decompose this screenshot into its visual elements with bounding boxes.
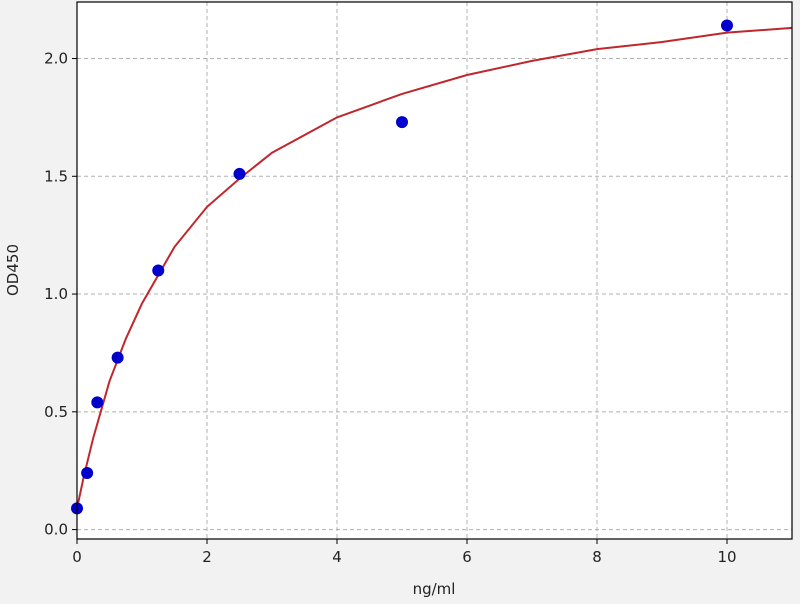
y-tick-label: 1.0 [44, 285, 68, 303]
x-tick-label: 10 [717, 548, 736, 566]
y-axis-ticks: 0.0 0.5 1.0 1.5 2.0 [44, 50, 77, 539]
x-axis-ticks: 0 2 4 6 8 10 [72, 539, 737, 566]
data-point [91, 396, 104, 409]
fit-curve-line [76, 26, 793, 509]
y-tick-label: 0.0 [44, 521, 68, 539]
data-point [111, 351, 124, 364]
data-point [721, 19, 733, 32]
y-tick-label: 2.0 [44, 50, 68, 68]
x-axis-label: ng/ml [413, 580, 456, 598]
data-point [233, 167, 246, 180]
x-tick-label: 2 [202, 548, 212, 566]
data-point [152, 264, 165, 277]
x-tick-label: 4 [332, 548, 342, 566]
y-axis-label: OD450 [4, 244, 22, 296]
x-tick-label: 6 [462, 548, 472, 566]
data-points [71, 19, 733, 515]
fit-curve-group [76, 26, 793, 509]
y-tick-label: 1.5 [44, 167, 68, 185]
data-point [81, 467, 94, 480]
x-tick-label: 8 [592, 548, 602, 566]
y-tick-label: 0.5 [44, 403, 68, 421]
grid [76, 2, 792, 539]
plot-area [77, 2, 792, 539]
plot-frame [76, 1, 793, 540]
data-point [396, 116, 408, 129]
x-tick-label: 0 [72, 548, 82, 566]
